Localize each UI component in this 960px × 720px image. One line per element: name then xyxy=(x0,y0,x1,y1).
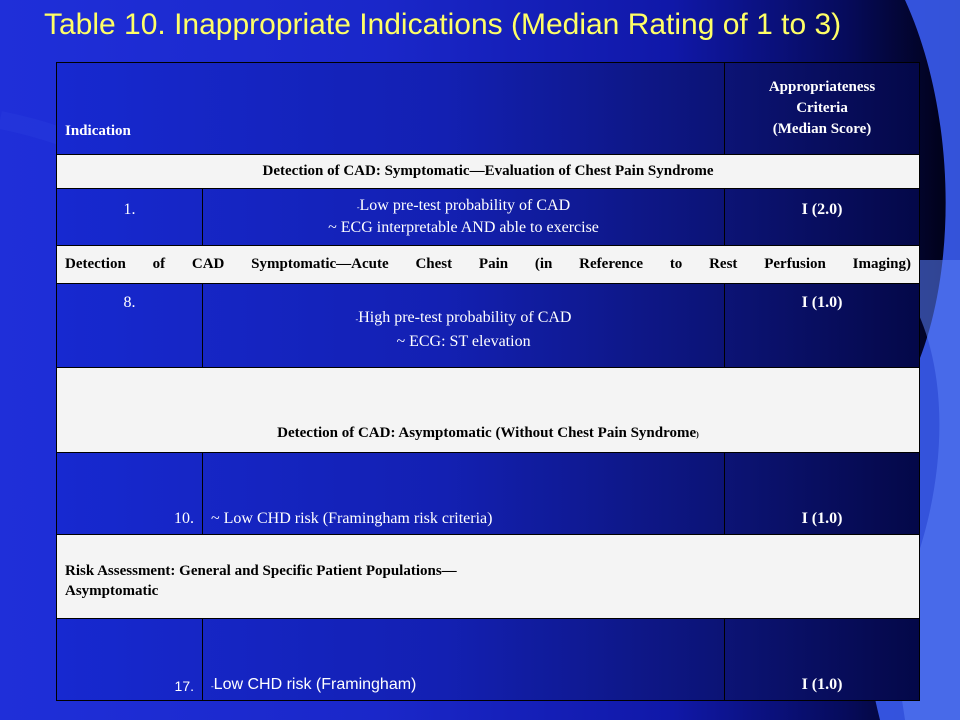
row-number: 8. xyxy=(56,283,203,368)
section-heading-line2: Asymptomatic xyxy=(65,582,159,599)
indication-line1: High pre-test probability of CAD xyxy=(358,308,572,326)
criteria-header-line3: (Median Score) xyxy=(772,121,872,137)
rating-cell: I (1.0) xyxy=(724,283,921,368)
section-heading-text: Detection of CAD: Asymptomatic (Without … xyxy=(277,425,697,441)
criteria-header-line1: Appropriateness xyxy=(768,79,876,95)
section-heading-line1: Risk Assessment: General and Specific Pa… xyxy=(65,562,457,579)
indications-table: Indication Appropriateness Criteria (Med… xyxy=(55,62,921,701)
indication-cell: -Low CHD risk (Framingham) xyxy=(201,618,726,701)
criteria-header: Appropriateness Criteria (Median Score) xyxy=(724,62,921,155)
section-heading-row: Detection of CAD: Symptomatic—Evaluation… xyxy=(55,154,921,189)
bullet-marker: - xyxy=(355,314,359,324)
section-heading-row: Risk Assessment: General and Specific Pa… xyxy=(55,534,921,619)
section-heading: Risk Assessment: General and Specific Pa… xyxy=(55,534,921,619)
row-number: 1. xyxy=(56,188,203,246)
rating-cell: I (2.0) xyxy=(724,188,921,246)
section-heading-tail: ) xyxy=(696,430,699,439)
row-number: 17. xyxy=(56,618,203,701)
bullet-marker: - xyxy=(211,682,214,691)
table-row: 10. ~ Low CHD risk (Framingham risk crit… xyxy=(56,452,921,535)
rating-cell: I (1.0) xyxy=(724,618,921,701)
table-header-row: Indication Appropriateness Criteria (Med… xyxy=(55,62,921,155)
indication-cell: ~ Low CHD risk (Framingham risk criteria… xyxy=(201,452,726,535)
indication-line2: ~ ECG: ST elevation xyxy=(396,332,531,350)
indication-line1: Low pre-test probability of CAD xyxy=(359,197,571,214)
rating-cell: I (1.0) xyxy=(724,452,921,535)
row-number: 10. xyxy=(56,452,203,535)
table-row: 8. -High pre-test probability of CAD ~ E… xyxy=(56,283,921,368)
indication-line2: ~ ECG interpretable AND able to exercise xyxy=(328,219,599,236)
indication-header: Indication xyxy=(55,62,726,155)
section-heading: Detection of CAD Symptomatic—Acute Chest… xyxy=(55,245,921,284)
table-row: 17. -Low CHD risk (Framingham) I (1.0) xyxy=(56,618,921,701)
table-row: 1. -Low pre-test probability of CAD ~ EC… xyxy=(56,188,921,246)
section-heading: Detection of CAD: Symptomatic—Evaluation… xyxy=(55,154,921,189)
section-heading-row: Detection of CAD Symptomatic—Acute Chest… xyxy=(55,245,921,284)
bullet-marker: - xyxy=(356,203,360,212)
indication-line1: Low CHD risk (Framingham) xyxy=(213,676,417,693)
indication-cell: -Low pre-test probability of CAD ~ ECG i… xyxy=(201,188,726,246)
criteria-header-line2: Criteria xyxy=(796,100,848,116)
indication-cell: -High pre-test probability of CAD ~ ECG:… xyxy=(201,283,726,368)
slide-title: Table 10. Inappropriate Indications (Med… xyxy=(44,8,842,41)
section-heading-row: Detection of CAD: Asymptomatic (Without … xyxy=(55,367,921,453)
section-heading: Detection of CAD: Asymptomatic (Without … xyxy=(55,367,921,453)
